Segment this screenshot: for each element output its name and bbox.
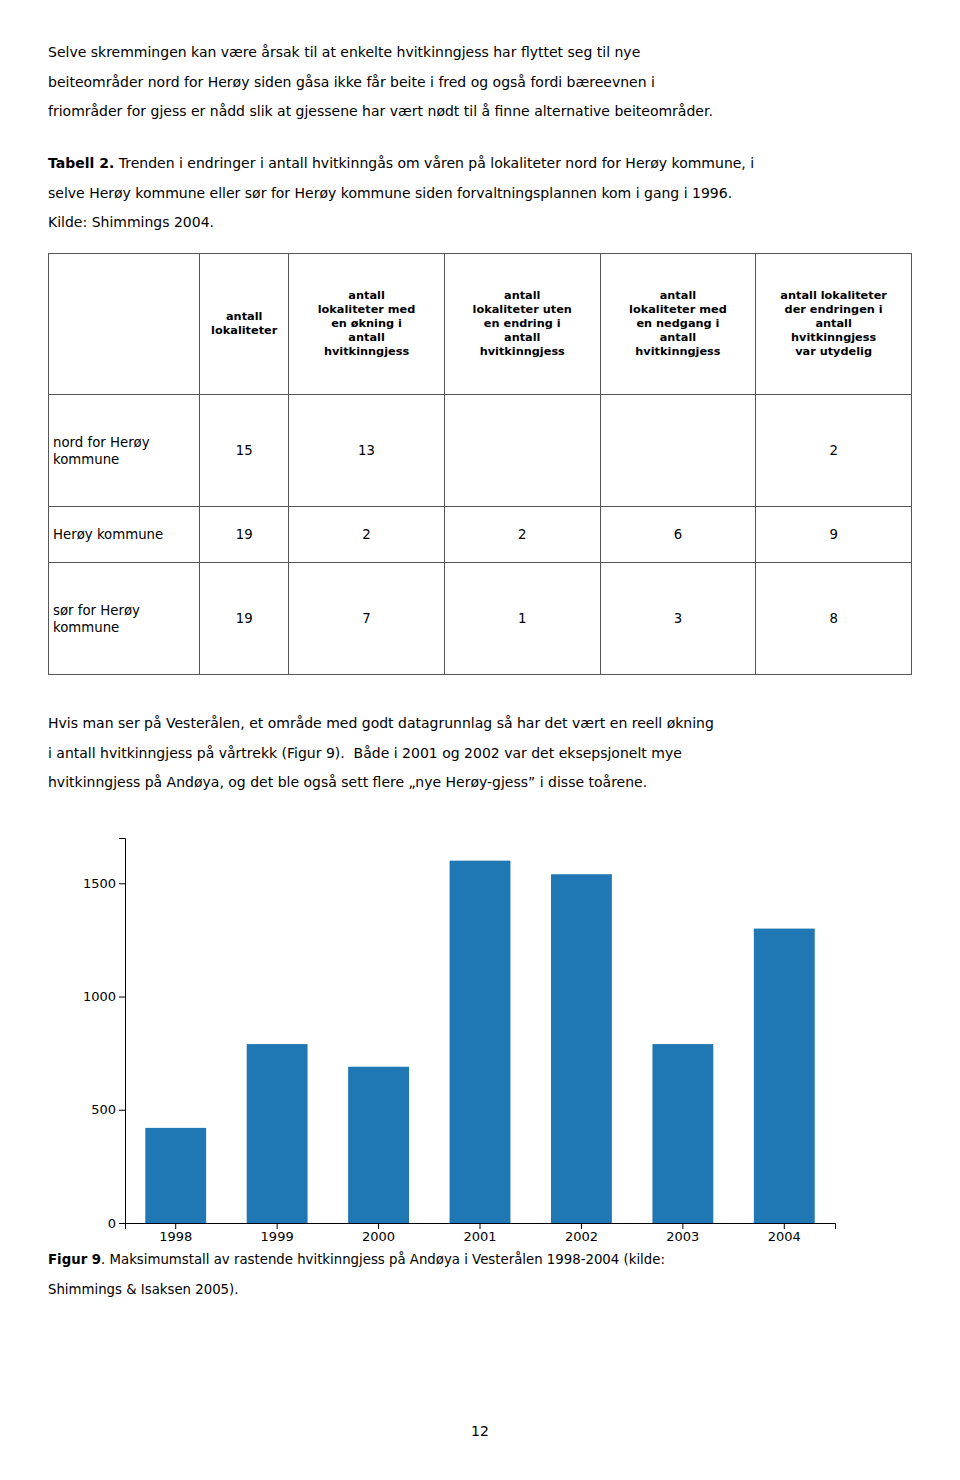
tick-label: 2002 [565,1229,598,1244]
axis-line [119,839,126,1224]
y-tick: 1500 [83,876,125,891]
tick-mark [277,1223,278,1229]
table-row: sør for Herøy kommune197138 [49,563,912,675]
table-header-cell: antall lokaliteter med en nedgang i anta… [600,254,756,395]
table-cell: 13 [289,395,445,507]
figure-caption-label: Figur 9 [48,1252,101,1267]
figure-caption-line: Shimmings & Isaksen 2005). [48,1279,239,1301]
x-tick: 2000 [362,1223,395,1244]
table-header-row: antall lokaliteterantall lokaliteter med… [49,254,912,395]
x-tick: 2002 [565,1223,598,1244]
bar [551,874,612,1223]
table-caption-label: Tabell 2. [48,155,114,171]
table-caption-line: Tabell 2. Trenden i endringer i antall h… [48,152,754,174]
table-caption-text: Trenden i endringer i antall hvitkinngås… [114,155,754,171]
axis-line [126,1224,836,1230]
table-cell: nord for Herøy kommune [49,395,200,507]
tick-mark [119,1223,125,1224]
table-cell: 2 [444,507,600,563]
table-cell: 6 [600,507,756,563]
tick-mark [119,883,125,884]
table-row: nord for Herøy kommune1513 2 [49,395,912,507]
tick-mark [378,1223,379,1229]
intro-line: beiteområder nord for Herøy siden gåsa i… [48,71,655,93]
table-header-cell [49,254,200,395]
x-axis: 1998 1999 2000 2001 2002 2003 2004 [126,1223,836,1244]
table-header-cell: antall lokaliteter med en økning i antal… [289,254,445,395]
tick-mark [175,1223,176,1229]
plot: 1998 1999 2000 2001 2002 2003 2004 0 500 1000 1500 [83,839,836,1245]
y-tick: 0 [108,1216,125,1231]
figure-caption-line: Figur 9. Maksimumstall av rastende hvitk… [48,1249,665,1271]
tick-label: 1000 [83,989,116,1004]
tick-label: 2004 [768,1229,801,1244]
table-cell: sør for Herøy kommune [49,563,200,675]
tick-mark [682,1223,683,1229]
tick-label: 1999 [261,1229,294,1244]
table-cell [444,395,600,507]
bar [652,1044,713,1223]
y-axis: 0 500 1000 1500 [83,839,126,1231]
bar [348,1067,409,1223]
body-line: i antall hvitkinngjess på vårtrekk (Figu… [48,742,682,764]
bar [145,1128,206,1223]
figure-caption-text: . Maksimumstall av rastende hvitkinngjes… [101,1252,665,1267]
y-tick: 1000 [83,989,125,1004]
table-header-cell: antall lokaliteter uten en endring i ant… [444,254,600,395]
table-cell [600,395,756,507]
table-cell: 3 [600,563,756,675]
tick-mark [581,1223,582,1229]
tick-mark [784,1223,785,1229]
tick-label: 500 [91,1102,116,1117]
tick-mark [119,1110,125,1111]
y-tick: 500 [91,1102,125,1117]
tick-label: 0 [108,1216,116,1231]
table-cell: 19 [200,563,289,675]
tick-mark [480,1223,481,1229]
page: Selve skremmingen kan være årsak til at … [0,0,960,1480]
tick-label: 1998 [159,1229,192,1244]
tick-mark [119,997,125,998]
x-tick: 2004 [768,1223,801,1244]
bar [754,929,815,1223]
bars [145,861,814,1223]
table: antall lokaliteterantall lokaliteter med… [48,253,912,675]
body-line: hvitkinngjess på Andøya, og det ble også… [48,771,647,793]
table-caption-line: selve Herøy kommune eller sør for Herøy … [48,182,732,204]
intro-line: Selve skremmingen kan være årsak til at … [48,41,640,63]
intro-line: friområder for gjess er nådd slik at gje… [48,100,713,122]
table-cell: 15 [200,395,289,507]
table-caption-line: Kilde: Shimmings 2004. [48,211,214,233]
table-cell: 9 [756,507,912,563]
x-tick: 2001 [463,1223,496,1244]
table-cell: Herøy kommune [49,507,200,563]
x-tick: 1998 [159,1223,192,1244]
tick-label: 2003 [666,1229,699,1244]
x-tick: 1999 [261,1223,294,1244]
table-cell: 8 [756,563,912,675]
table-cell: 7 [289,563,445,675]
table-header-cell: antall lokaliteter [200,254,289,395]
body-line: Hvis man ser på Vesterålen, et område me… [48,712,714,734]
bar-chart: 1998 1999 2000 2001 2002 2003 2004 0 500 1000 1500 [0,828,960,1248]
tick-label: 2000 [362,1229,395,1244]
table-cell: 2 [289,507,445,563]
table-cell: 2 [756,395,912,507]
tick-label: 2001 [463,1229,496,1244]
table-header-cell: antall lokaliteter der endringen i antal… [756,254,912,395]
bar [450,861,511,1223]
page-number: 12 [0,1420,960,1442]
table-cell: 1 [444,563,600,675]
bar [247,1044,308,1223]
x-tick: 2003 [666,1223,699,1244]
table-row: Herøy kommune192269 [49,507,912,563]
tick-label: 1500 [83,876,116,891]
table-cell: 19 [200,507,289,563]
